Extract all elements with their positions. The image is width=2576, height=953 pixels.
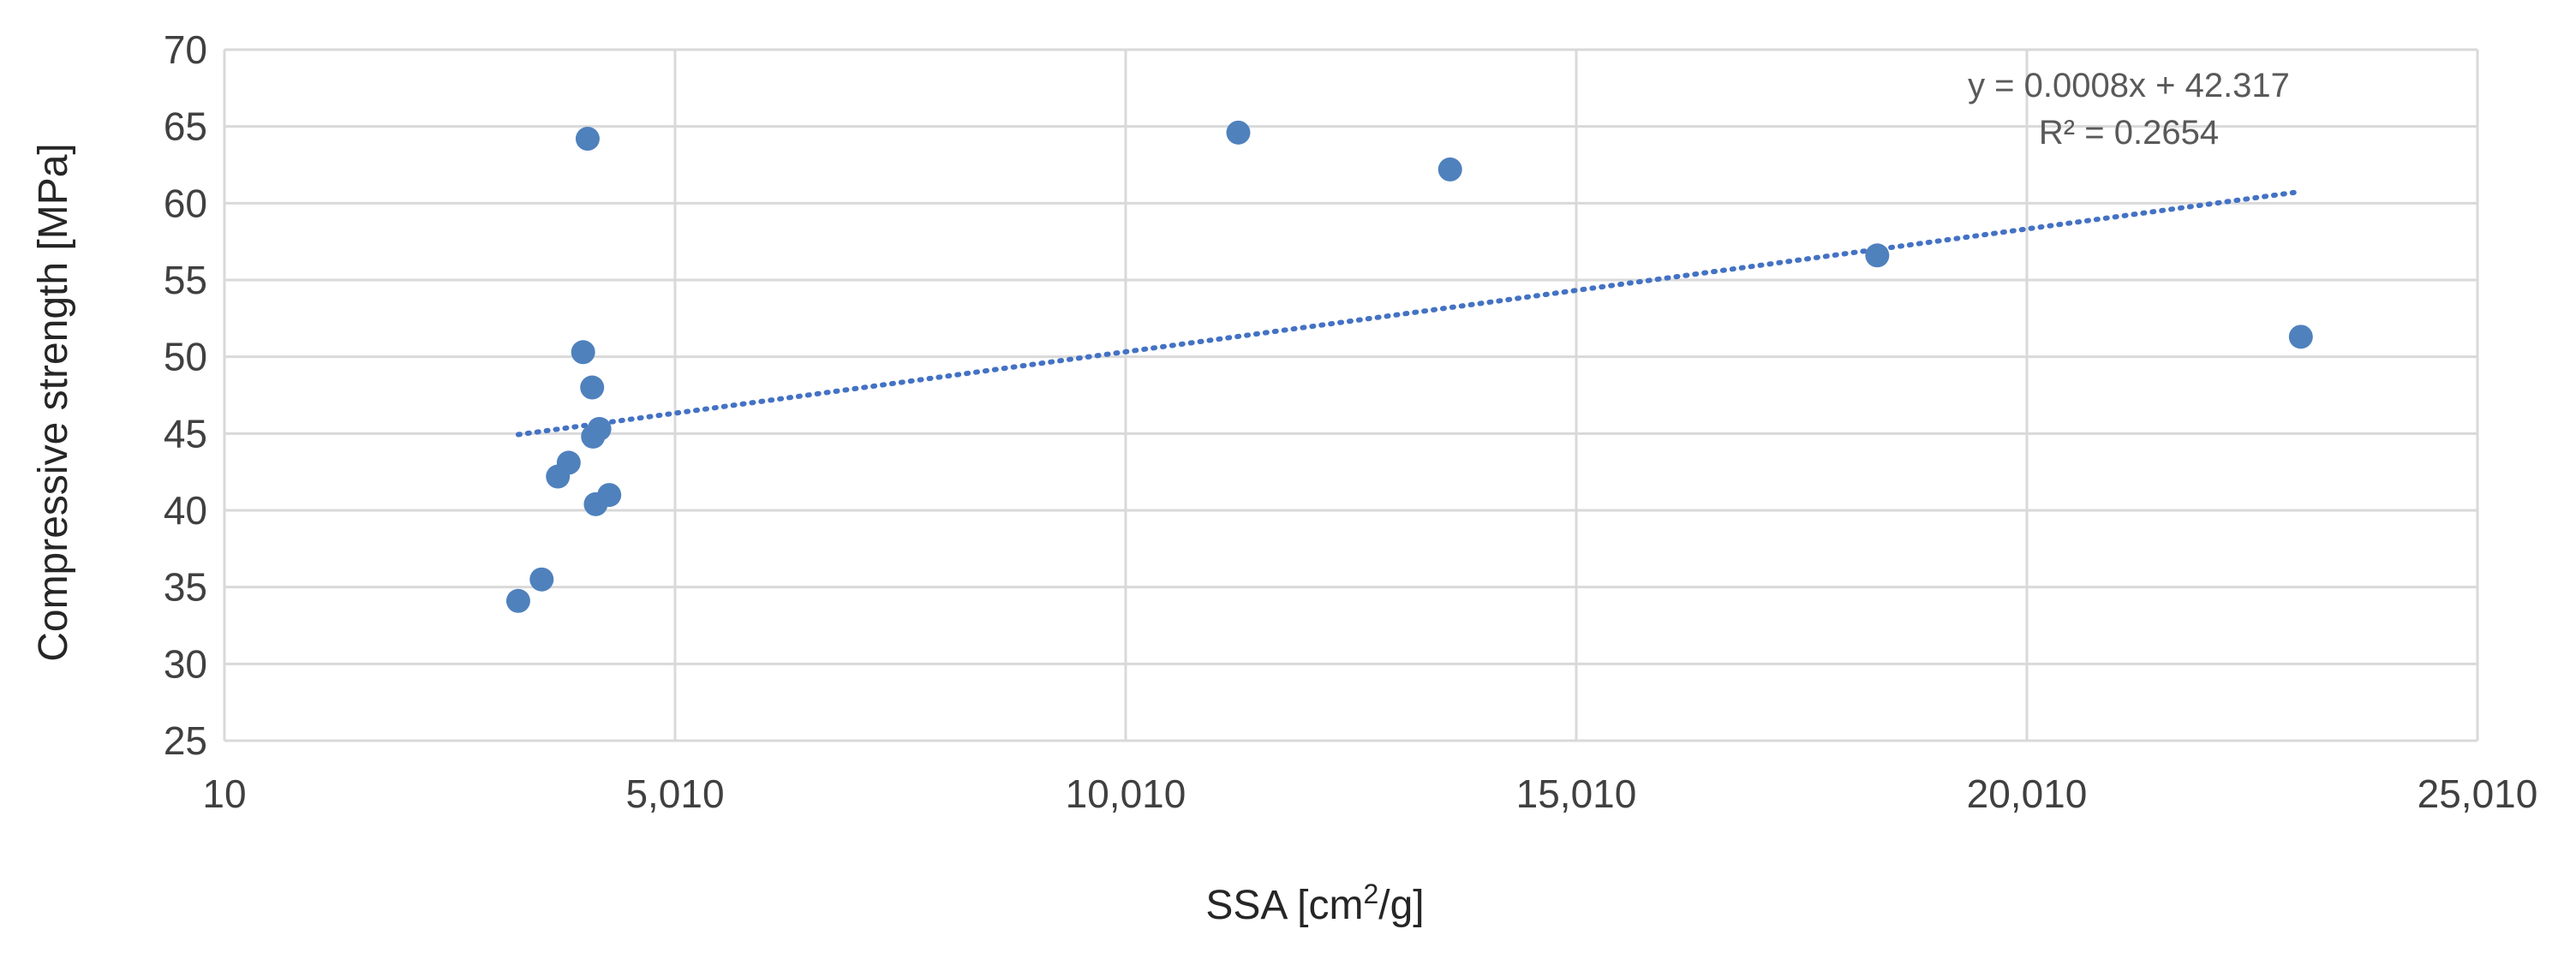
points-layer [505, 120, 2313, 613]
data-point [587, 416, 612, 441]
data-point [597, 483, 622, 508]
x-tick-label: 20,010 [1967, 771, 2088, 816]
y-tick-label: 50 [164, 335, 207, 379]
x-axis-title-superscript: 2 [1363, 879, 1378, 909]
trendline-layer [515, 188, 2304, 438]
data-point [571, 340, 595, 365]
y-tick-label: 55 [164, 258, 207, 302]
y-tick-label: 70 [164, 27, 207, 72]
y-tick-label: 35 [164, 565, 207, 610]
data-point [505, 588, 530, 613]
tick-labels-layer: 25 30 35 40 45 50 55 60 65 70 10 5,010 10,010 15,010 2… [164, 27, 2538, 816]
x-tick-label: 5,010 [625, 771, 724, 816]
data-point [1437, 157, 1462, 182]
y-tick-label: 25 [164, 718, 207, 763]
y-tick-label: 45 [164, 411, 207, 456]
data-point [575, 127, 600, 152]
x-tick-label: 10 [202, 771, 246, 816]
grid-layer [223, 48, 2479, 742]
x-axis-title: SSA [cm2/g] [1205, 879, 1424, 928]
data-point [580, 375, 605, 400]
y-tick-label: 40 [164, 488, 207, 533]
data-point [2288, 325, 2313, 349]
x-tick-label: 10,010 [1066, 771, 1186, 816]
data-point [1226, 120, 1251, 145]
x-tick-label: 15,010 [1516, 771, 1637, 816]
data-point [1865, 243, 1890, 268]
trendline-r-squared: R² = 0.2654 [2039, 114, 2219, 152]
y-tick-label: 65 [164, 104, 207, 149]
y-axis-title: Compressive strength [MPa] [31, 143, 76, 662]
y-tick-label: 30 [164, 641, 207, 686]
x-axis-title-main: SSA [cm [1205, 883, 1363, 928]
trendline-equation: y = 0.0008x + 42.317 [1968, 67, 2290, 104]
x-tick-label: 25,010 [2418, 771, 2538, 816]
data-point [529, 567, 554, 592]
data-point [556, 450, 581, 475]
y-tick-label: 60 [164, 181, 207, 225]
linear-trendline [515, 188, 2304, 438]
x-axis-title-end: /g] [1378, 883, 1424, 928]
